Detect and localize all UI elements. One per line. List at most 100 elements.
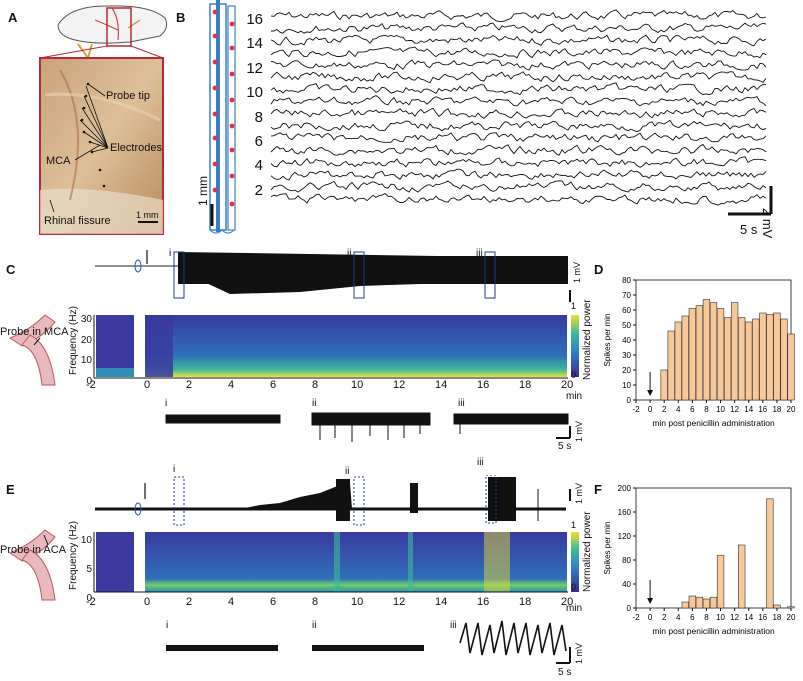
c-ytick: 0 [86,375,92,387]
x-tick-label: -2 [632,405,640,414]
y-axis-label: Spikes per min [603,314,612,367]
eeg-trace-line [270,46,767,59]
y-axis-label: Spikes per min [603,522,612,575]
x-tick-label: 4 [676,613,681,622]
c-roman-iii-top: iii [476,248,483,259]
c-xtick: 6 [270,379,277,391]
x-tick-label: 20 [787,405,796,414]
c-roman-i-top: i [169,248,172,259]
x-tick-label: 14 [744,613,753,622]
x-tick-label: 2 [662,405,667,414]
bar [787,606,795,609]
c-xtick: 2 [186,379,193,391]
e-xtick: 6 [270,596,277,608]
x-tick-label: 12 [730,405,739,414]
y-tick-label: 50 [622,321,631,330]
x-tick-label: 16 [758,613,767,622]
c-ytick: 30 [80,314,92,325]
eeg-trace-line [270,156,767,168]
channel-label: 16 [246,11,263,28]
c-xticks: -2 0 2 4 6 8 10 12 14 16 18 20 [86,379,586,393]
arrow-head [647,390,654,396]
x-tick-label: 20 [787,613,796,622]
eeg-trace-line [270,82,767,96]
x-tick-label: 6 [690,613,695,622]
e-roman-i: i [166,620,169,631]
c-ytick: 20 [80,334,92,346]
bar [759,312,767,401]
c-xtick: 10 [351,379,364,391]
eeg-trace-line [270,9,767,23]
c-trace-scale: 1 mV [572,261,582,283]
e-xtick: 0 [144,596,151,608]
y-tick-label: 160 [618,508,632,517]
e-xtick: 20 [561,596,574,608]
bar [681,315,689,401]
bar [773,604,781,609]
e-trace-scale: 1 mV [574,482,584,504]
channel-label: 12 [246,59,263,77]
e-roman-ii-top: ii [345,466,350,477]
channel-labels: 16 14 12 10 8 6 4 2 [243,8,263,203]
x-tick-label: 14 [744,405,753,414]
eeg-trace-line [270,180,767,193]
channel-label: 10 [246,84,263,102]
rhinal-fissure-label: Rhinal fissure [44,215,111,227]
panel-a-figure [39,5,168,235]
channel-label: 4 [254,157,263,175]
bar [709,302,718,401]
c-ex-scale-t: 5 s [558,441,572,452]
e-xtick: 2 [186,596,193,608]
e-roman-i-top: i [173,464,176,475]
c-xtick: 0 [144,379,151,391]
e-xunit: min [566,603,583,614]
eeg-traces [270,9,767,206]
x-tick-label: 4 [676,405,681,414]
c-yticks: 30 20 10 0 [80,310,92,392]
c-roman-ii: ii [312,398,317,409]
electrode-sites [212,9,235,207]
panel-label-d: D [594,262,604,277]
x-tick-label: 18 [772,405,781,414]
y-tick-label: 40 [622,580,631,589]
e-xtick: 12 [393,596,406,608]
e-xtick: 8 [312,596,319,608]
bar [723,317,732,401]
c-xtick: 16 [477,379,490,391]
e-xticks: -2 0 2 4 6 8 10 12 14 16 18 20 [86,596,586,610]
bar [660,369,668,401]
bar [766,314,774,401]
x-tick-label: 18 [772,613,781,622]
eeg-trace-line [270,168,767,181]
y-tick-label: 10 [622,381,631,390]
probe-tip-label: Probe tip [106,90,151,102]
e-xtick: 4 [228,596,235,608]
eeg-trace-line [270,119,767,133]
c-roman-ii-top: ii [347,248,352,259]
panel-label-e: E [6,482,15,497]
y-tick-label: 80 [622,276,631,285]
y-tick-label: 40 [622,336,631,345]
y-tick-label: 30 [622,351,631,360]
bar [745,321,753,401]
c-cbar-min: 0 [571,370,577,380]
y-tick-label: 80 [622,556,631,565]
panel-e-figure [8,475,579,664]
c-xtick: 12 [393,379,406,391]
eeg-trace-line [270,132,767,143]
e-roman-iii: iii [450,620,457,631]
x-tick-label: 0 [648,613,653,622]
x-tick-label: -2 [632,613,640,622]
x-tick-label: 10 [716,405,725,414]
bar [738,317,746,401]
arrow-head [647,598,654,604]
bar [688,308,697,401]
bar [695,305,704,401]
panel-label-c: C [6,262,16,277]
x-tick-label: 2 [662,613,667,622]
c-ylabel: Frequency (Hz) [68,306,79,375]
bar [667,330,675,401]
panel-label-a: A [8,10,18,25]
